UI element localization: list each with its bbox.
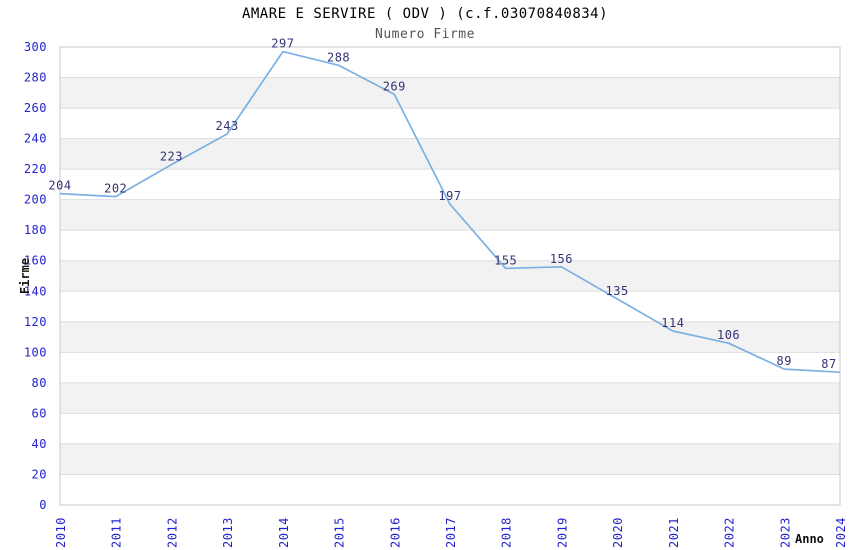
x-tick-label: 2016 (388, 517, 402, 548)
y-tick-label: 120 (24, 315, 47, 329)
x-tick-label: 2018 (500, 517, 514, 548)
data-label: 89 (777, 354, 792, 368)
y-tick-label: 180 (24, 223, 47, 237)
data-label: 197 (438, 189, 461, 203)
y-tick-label: 220 (24, 162, 47, 176)
y-tick-label: 300 (24, 40, 47, 54)
data-label: 135 (606, 284, 629, 298)
x-tick-label: 2024 (834, 517, 848, 548)
y-axis-title: Firme (18, 257, 32, 295)
y-tick-label: 100 (24, 345, 47, 359)
y-tick-label: 0 (39, 498, 47, 512)
data-label: 243 (216, 119, 239, 133)
x-tick-label: 2021 (667, 517, 681, 548)
x-axis-title: Anno (795, 532, 824, 546)
plot-band (60, 77, 840, 109)
y-tick-label: 40 (32, 437, 47, 451)
data-label: 156 (550, 252, 573, 266)
x-tick-label: 2012 (165, 517, 179, 548)
data-line (59, 50, 841, 374)
y-tick-label: 160 (24, 254, 47, 268)
x-tick-label: 2011 (110, 517, 124, 548)
plot-band (60, 260, 840, 292)
plot-band (60, 443, 840, 475)
y-tick-label: 140 (24, 284, 47, 298)
x-tick-label: 2022 (723, 517, 737, 548)
x-tick-label: 2019 (555, 517, 569, 548)
chart-title: AMARE E SERVIRE ( ODV ) (c.f.03070840834… (241, 6, 609, 22)
plot-band (60, 321, 840, 353)
data-label: 297 (271, 37, 294, 51)
y-tick-label: 200 (24, 193, 47, 207)
y-tick-label: 280 (24, 71, 47, 85)
chart-subtitle: Numero Firme (375, 27, 475, 42)
y-tick-label: 240 (24, 132, 47, 146)
x-tick-label: 2014 (277, 517, 291, 548)
x-tick-label: 2020 (611, 517, 625, 548)
x-tick-label: 2023 (778, 517, 792, 548)
plot-band (60, 382, 840, 414)
y-tick-label: 80 (32, 376, 47, 390)
data-label: 288 (327, 50, 350, 64)
data-label: 114 (661, 316, 684, 330)
data-label: 202 (104, 182, 127, 196)
x-tick-label: 2010 (54, 517, 68, 548)
data-label: 204 (48, 179, 71, 193)
y-tick-label: 260 (24, 101, 47, 115)
y-tick-label: 60 (32, 406, 47, 420)
plot-border (59, 46, 841, 506)
data-label: 269 (383, 79, 406, 93)
x-tick-label: 2017 (444, 517, 458, 548)
data-label: 87 (821, 357, 836, 371)
x-tick-label: 2013 (221, 517, 235, 548)
data-label: 106 (717, 328, 740, 342)
y-tick-label: 20 (32, 467, 47, 481)
x-tick-label: 2015 (333, 517, 347, 548)
data-label: 155 (494, 253, 517, 267)
data-label: 223 (160, 150, 183, 164)
